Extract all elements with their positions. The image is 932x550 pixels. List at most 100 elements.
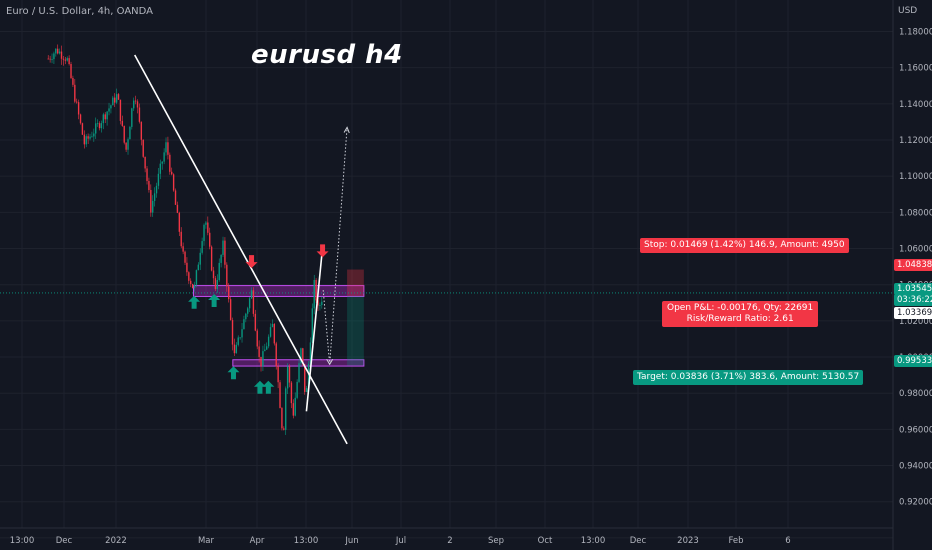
candle-body xyxy=(134,100,137,102)
up-arrow-marker xyxy=(188,295,201,309)
candle-body xyxy=(155,185,158,194)
y-tick-label: 1.08000 xyxy=(899,208,932,218)
stop-zone xyxy=(347,269,364,297)
candle-body xyxy=(252,290,255,314)
candle-body xyxy=(102,114,105,124)
candle-body xyxy=(127,139,129,150)
projection-dip-arrowhead xyxy=(326,359,334,366)
open-pnl-text: Open P&L: -0.00176, Qty: 22691 xyxy=(667,303,814,313)
candle-body xyxy=(152,200,154,213)
x-tick-label: 13:00 xyxy=(10,536,35,546)
candle-body xyxy=(121,120,124,126)
candle-body xyxy=(288,366,291,383)
candle-body xyxy=(70,63,72,79)
candle-body xyxy=(203,224,205,242)
candle-body xyxy=(110,105,112,109)
candle-body xyxy=(104,114,106,120)
candle-body xyxy=(100,123,103,129)
candle-body xyxy=(235,344,238,354)
candle-body xyxy=(178,212,181,232)
entry-price-tag: 1.03369 xyxy=(894,307,932,319)
candle-body xyxy=(68,58,70,64)
current-price-tag: 1.03545 xyxy=(894,283,932,295)
symbol-title[interactable]: Euro / U.S. Dollar, 4h, OANDA xyxy=(6,6,154,17)
candle-body xyxy=(305,387,308,392)
candle-body xyxy=(184,251,186,263)
candle-body xyxy=(96,123,99,125)
candle-body xyxy=(264,349,266,352)
candle-body xyxy=(256,330,258,347)
target-zone xyxy=(347,296,364,366)
chart-annotation-title[interactable]: eurusd h4 xyxy=(251,40,403,70)
open-pnl-box[interactable]: Open P&L: -0.00176, Qty: 22691 Risk/Rewa… xyxy=(662,301,819,327)
up-arrow-marker xyxy=(227,366,240,380)
candle-body xyxy=(315,279,317,301)
candle-body xyxy=(81,123,84,135)
candle-body xyxy=(300,348,302,364)
stop-label[interactable]: Stop: 0.01469 (1.42%) 146.9, Amount: 495… xyxy=(640,238,849,253)
x-tick-label: Feb xyxy=(728,536,743,546)
candle-body xyxy=(266,346,268,350)
target-label[interactable]: Target: 0.03836 (3.71%) 383.6, Amount: 5… xyxy=(633,370,864,385)
candle-body xyxy=(304,363,306,392)
candle-body xyxy=(216,280,219,289)
candle-body xyxy=(169,154,171,172)
candle-body xyxy=(309,342,312,364)
candle-body xyxy=(239,337,241,339)
x-tick-label: Sep xyxy=(488,536,504,546)
candle-body xyxy=(250,290,253,299)
x-tick-label: 2022 xyxy=(105,536,127,546)
countdown-tag: 03:36:22 xyxy=(894,294,932,306)
projection-path xyxy=(322,127,348,365)
candle-body xyxy=(233,344,236,354)
candle-body xyxy=(269,327,272,337)
candle-body xyxy=(76,101,78,103)
x-tick-label: 6 xyxy=(785,536,790,546)
candle-body xyxy=(133,100,135,109)
candle-body xyxy=(157,173,160,186)
candle-body xyxy=(150,190,152,213)
candle-body xyxy=(258,346,260,357)
candle-body xyxy=(205,222,207,225)
candle-body xyxy=(212,270,215,279)
y-tick-label: 0.98000 xyxy=(899,389,932,399)
candle-body xyxy=(119,99,122,121)
candle-body xyxy=(62,58,65,60)
candle-body xyxy=(95,123,97,134)
stop-price-tag: 1.04838 xyxy=(894,259,932,271)
projection-arrowhead xyxy=(343,126,350,134)
candle-body xyxy=(77,102,80,115)
candle-body xyxy=(243,319,245,330)
y-tick-label: 1.02000 xyxy=(899,317,932,327)
candle-body xyxy=(209,232,211,247)
candle-body xyxy=(275,343,277,367)
candle-body xyxy=(115,94,118,103)
candle-body xyxy=(51,59,53,60)
candle-body xyxy=(188,272,190,281)
candle-body xyxy=(60,51,63,59)
y-tick-label: 1.12000 xyxy=(899,136,932,146)
candle-body xyxy=(262,351,264,367)
candle-body xyxy=(190,280,192,284)
x-tick-label: Apr xyxy=(250,536,265,546)
candle-body xyxy=(319,305,321,306)
candle-body xyxy=(228,286,230,300)
candle-body xyxy=(125,142,127,150)
candle-body xyxy=(58,51,61,54)
candle-body xyxy=(114,97,116,103)
candle-body xyxy=(49,58,51,60)
up-arrow-marker xyxy=(262,380,275,394)
candle-body xyxy=(302,348,304,364)
price-axis xyxy=(894,0,932,550)
candle-body xyxy=(117,94,120,100)
x-tick-label: 13:00 xyxy=(294,536,319,546)
candle-body xyxy=(167,142,169,155)
candle-body xyxy=(254,313,257,331)
candle-body xyxy=(267,336,270,347)
candle-body xyxy=(207,222,209,233)
candle-body xyxy=(229,299,232,321)
candle-body xyxy=(174,190,177,205)
candle-body xyxy=(279,382,281,408)
x-tick-label: Dec xyxy=(56,536,73,546)
